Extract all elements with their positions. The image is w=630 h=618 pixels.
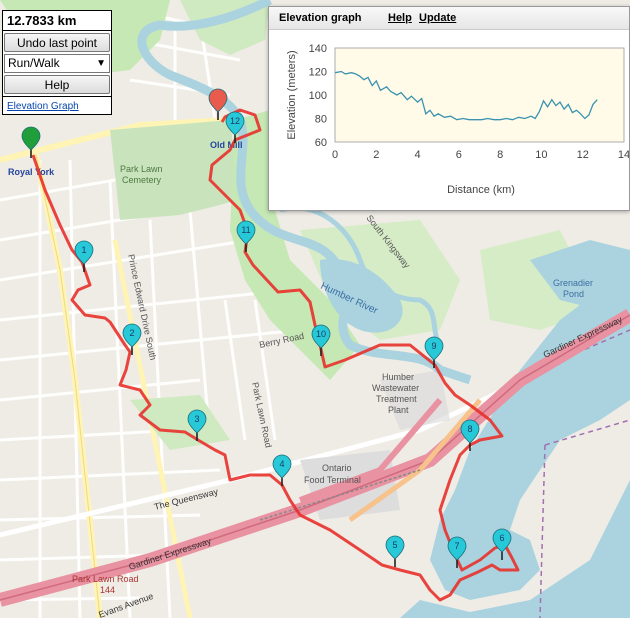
- waypoint-marker-11[interactable]: 11: [236, 220, 256, 252]
- x-tick-label: 6: [456, 149, 462, 161]
- x-tick-label: 8: [497, 149, 503, 161]
- marker-number: 4: [279, 459, 284, 469]
- label-royal-york: Royal York: [8, 167, 55, 177]
- waypoint-marker-4[interactable]: 4: [272, 454, 292, 486]
- label-humber-ww-2: Wastewater: [372, 383, 419, 393]
- label-park-lawn-cemetery-2: Cemetery: [122, 175, 162, 185]
- waypoint-marker-7[interactable]: 7: [447, 536, 467, 568]
- waypoint-marker-5[interactable]: 5: [385, 535, 405, 567]
- waypoint-marker-10[interactable]: 10: [311, 324, 331, 356]
- elevation-graph-link[interactable]: Elevation Graph: [3, 96, 111, 114]
- activity-mode-value: Run/Walk: [8, 56, 60, 70]
- chart-y-axis-label: Elevation (meters): [286, 50, 298, 139]
- label-ontario-food-1: Ontario: [322, 463, 352, 473]
- elevation-update-link[interactable]: Update: [419, 12, 457, 24]
- marker-number: 11: [241, 225, 250, 235]
- marker-number: 12: [230, 116, 240, 126]
- x-tick-label: 12: [577, 149, 589, 161]
- marker-number: 10: [316, 329, 326, 339]
- elevation-help-link[interactable]: Help: [388, 12, 412, 24]
- label-park-lawn-cemetery-1: Park Lawn: [120, 164, 163, 174]
- y-tick-label: 100: [309, 90, 327, 102]
- waypoint-marker-8[interactable]: 8: [460, 419, 480, 451]
- x-tick-label: 0: [332, 149, 338, 161]
- label-old-mill: Old Mill: [210, 140, 243, 150]
- marker-number: 7: [454, 541, 459, 551]
- waypoint-marker-3[interactable]: 3: [187, 409, 207, 441]
- label-grenadier-1: Grenadier: [553, 278, 593, 288]
- label-humber-ww-4: Plant: [388, 405, 409, 415]
- x-tick-label: 14: [618, 149, 629, 161]
- distance-readout: 12.7833 km: [3, 11, 111, 31]
- label-park-lawn-road-144-1: Park Lawn Road: [72, 574, 139, 584]
- y-tick-label: 80: [315, 114, 327, 126]
- y-tick-label: 140: [309, 43, 327, 55]
- route-path: [31, 108, 520, 602]
- elevation-panel-title: Elevation graph: [279, 12, 362, 24]
- waypoint-marker-6[interactable]: 6: [492, 528, 512, 560]
- label-humber-ww-1: Humber: [382, 372, 414, 382]
- marker-number: 1: [81, 245, 86, 255]
- chart-x-axis-label: Distance (km): [447, 184, 515, 196]
- y-tick-label: 60: [315, 137, 327, 149]
- marker-number: 9: [431, 341, 436, 351]
- label-park-lawn-road-144-2: 144: [100, 585, 115, 595]
- marker-number: 8: [467, 424, 472, 434]
- marker-number: 3: [194, 414, 199, 424]
- elevation-series-line: [334, 70, 598, 121]
- x-tick-label: 10: [535, 149, 547, 161]
- marker-number: 2: [129, 328, 134, 338]
- elevation-panel-header: Elevation graph Help Update: [269, 7, 629, 30]
- marker-number: 5: [392, 540, 397, 550]
- elevation-chart: 60 80 100 120 140 0 2 4 6 8 10 12 14 Elevation (met…: [286, 43, 629, 196]
- start-marker-icon[interactable]: [21, 126, 41, 158]
- activity-mode-select[interactable]: Run/Walk ▼: [4, 54, 110, 73]
- label-grenadier-2: Pond: [563, 289, 584, 299]
- chart-plot-area: [334, 47, 625, 143]
- x-tick-label: 4: [415, 149, 421, 161]
- help-button[interactable]: Help: [4, 75, 110, 94]
- label-humber-ww-3: Treatment: [376, 394, 417, 404]
- end-marker-icon[interactable]: [208, 88, 228, 120]
- elevation-graph-panel: Elevation graph Help Update 60 80 100 120 14…: [268, 6, 630, 211]
- marker-number: 6: [499, 533, 504, 543]
- waypoint-marker-2[interactable]: 2: [122, 323, 142, 355]
- chevron-down-icon: ▼: [96, 58, 106, 69]
- undo-last-point-button[interactable]: Undo last point: [4, 33, 110, 52]
- route-controls-panel: 12.7833 km Undo last point Run/Walk ▼ He…: [2, 10, 112, 115]
- waypoint-marker-12[interactable]: 12: [225, 111, 245, 143]
- label-ontario-food-2: Food Terminal: [304, 475, 361, 485]
- waypoint-marker-9[interactable]: 9: [424, 336, 444, 368]
- waypoint-marker-1[interactable]: 1: [74, 240, 94, 272]
- y-tick-label: 120: [309, 67, 327, 79]
- x-tick-label: 2: [373, 149, 379, 161]
